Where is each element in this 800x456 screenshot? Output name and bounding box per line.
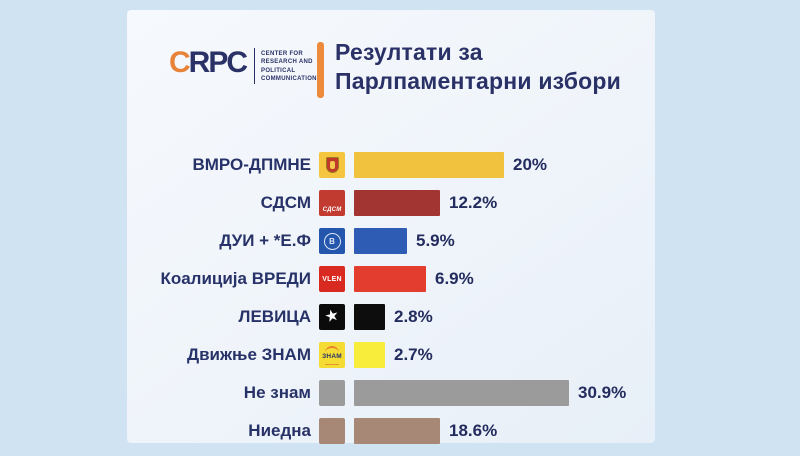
party-label: ЛЕВИЦА bbox=[238, 307, 311, 326]
chart-row-dui: ДУИ + *Е.Ф B 5.9% bbox=[127, 228, 655, 254]
dui-logo-icon: B bbox=[319, 228, 345, 254]
answer-label: Не знам bbox=[243, 383, 311, 402]
brown-swatch-icon bbox=[319, 418, 345, 444]
levica-logo-icon: ★ bbox=[319, 304, 345, 330]
title-accent-bar bbox=[317, 42, 324, 98]
result-bar bbox=[354, 418, 440, 444]
znam-swoosh-icon bbox=[325, 346, 339, 353]
result-bar bbox=[354, 266, 426, 292]
percentage-label: 18.6% bbox=[449, 421, 498, 440]
gray-swatch-icon bbox=[319, 380, 345, 406]
result-bar bbox=[354, 152, 504, 178]
lion-shield-icon bbox=[325, 157, 339, 173]
percentage-label: 30.9% bbox=[578, 383, 627, 402]
vmro-dpmne-crest-icon bbox=[319, 152, 345, 178]
result-bar bbox=[354, 228, 407, 254]
znam-logo-icon: ЗНАМ bbox=[319, 342, 345, 368]
logo-subtitle-line: CENTER FOR bbox=[261, 51, 304, 57]
dui-emblem-letter: B bbox=[329, 236, 335, 246]
result-bar bbox=[354, 380, 569, 406]
result-bar bbox=[354, 304, 385, 330]
party-label: ВМРО-ДПМНЕ bbox=[192, 155, 311, 174]
header: CRPC CENTER FOR RESEARCH AND POLITICAL C… bbox=[127, 38, 655, 110]
chart-row-levica: ЛЕВИЦА ★ 2.8% bbox=[127, 304, 655, 330]
sdsm-logo-text: СДСМ bbox=[322, 207, 342, 213]
result-bar bbox=[354, 342, 385, 368]
results-card: CRPC CENTER FOR RESEARCH AND POLITICAL C… bbox=[127, 10, 655, 444]
crpc-logo-letters-rpc: RPC bbox=[188, 46, 248, 79]
result-bar bbox=[354, 190, 440, 216]
chart-row-sdsm: СДСМ СДСМ 12.2% bbox=[127, 190, 655, 216]
chart-row-niedna: Ниедна 18.6% bbox=[127, 418, 655, 444]
percentage-label: 6.9% bbox=[435, 269, 474, 288]
znam-logo-subline bbox=[325, 364, 339, 365]
title-line-2: Парлпаментарни избори bbox=[335, 68, 621, 95]
logo-subtitle-line: RESEARCH AND bbox=[261, 59, 313, 66]
logo-divider bbox=[254, 48, 256, 84]
crpc-logo-wordmark: CRPC bbox=[169, 46, 248, 79]
percentage-label: 12.2% bbox=[449, 193, 498, 212]
logo-subtitle-line: COMMUNICATION bbox=[261, 76, 317, 83]
party-label: ДУИ + *Е.Ф bbox=[219, 231, 311, 250]
dui-circle-emblem-icon: B bbox=[323, 232, 341, 250]
answer-label: Ниедна bbox=[248, 421, 311, 440]
page-title: Резултати за Парлпаментарни избори bbox=[335, 38, 621, 98]
party-label: Коалиција ВРЕДИ bbox=[160, 269, 311, 288]
title-block: Резултати за Парлпаментарни избори bbox=[317, 38, 621, 98]
znam-logo-text: ЗНАМ bbox=[322, 353, 342, 360]
crpc-logo-subtitle: CENTER FOR RESEARCH AND POLITICAL COMMUN… bbox=[261, 48, 317, 84]
title-line-1: Резултати за bbox=[335, 39, 483, 65]
percentage-label: 2.8% bbox=[394, 307, 433, 326]
vlen-logo-text: VLEN bbox=[322, 275, 342, 283]
percentage-label: 5.9% bbox=[416, 231, 455, 250]
sdsm-logo-icon: СДСМ bbox=[319, 190, 345, 216]
logo-subtitle-line: POLITICAL bbox=[261, 67, 296, 74]
party-label: Движње ЗНАМ bbox=[186, 345, 311, 364]
star-icon: ★ bbox=[322, 306, 341, 327]
chart-row-znam: Движње ЗНАМ ЗНАМ 2.7% bbox=[127, 342, 655, 368]
bar-chart: ВМРО-ДПМНЕ 20% СДСМ СДСМ 12.2% ДУИ + *Е.… bbox=[127, 152, 655, 456]
chart-row-vmro-dpmne: ВМРО-ДПМНЕ 20% bbox=[127, 152, 655, 178]
percentage-label: 2.7% bbox=[394, 345, 433, 364]
party-label: СДСМ bbox=[260, 193, 311, 212]
chart-row-ne-znam: Не знам 30.9% bbox=[127, 380, 655, 406]
vlen-logo-icon: VLEN bbox=[319, 266, 345, 292]
crpc-logo-letter-c: C bbox=[169, 46, 191, 79]
chart-row-vredi: Коалиција ВРЕДИ VLEN 6.9% bbox=[127, 266, 655, 292]
percentage-label: 20% bbox=[513, 155, 548, 174]
crpc-logo: CRPC CENTER FOR RESEARCH AND POLITICAL C… bbox=[169, 48, 317, 84]
